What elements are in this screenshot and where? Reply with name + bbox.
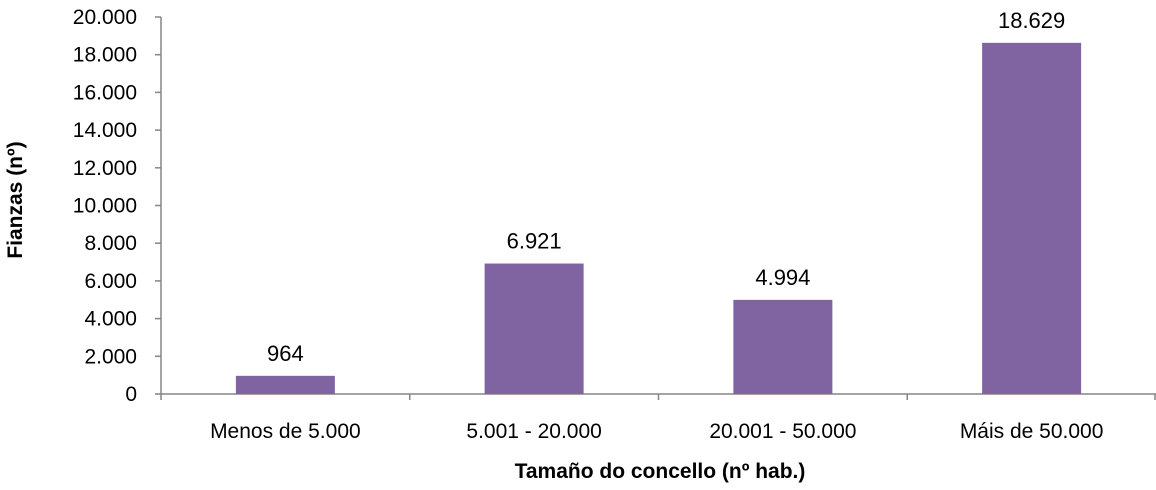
- data-labels: 964 6.921 4.994 18.629: [267, 8, 1065, 366]
- x-axis-title: Tamaño do concello (nº hab.): [515, 460, 806, 483]
- y-tick-label: 0: [125, 383, 137, 406]
- y-axis-title: Fianzas (nº): [4, 141, 27, 258]
- bar: [484, 263, 584, 394]
- bar-value-label: 6.921: [507, 229, 562, 254]
- y-tick-label: 14.000: [73, 119, 137, 142]
- y-tick-label: 12.000: [73, 157, 137, 180]
- bar-value-label: 4.994: [755, 265, 810, 290]
- bar: [235, 375, 335, 394]
- y-tick-label: 6.000: [84, 270, 137, 293]
- y-tick-label: 20.000: [73, 6, 137, 29]
- x-axis: Menos de 5.000 5.001 - 20.000 20.001 - 50.…: [160, 393, 1156, 443]
- bar: [982, 42, 1082, 394]
- bar: [733, 299, 833, 394]
- bar-value-label: 964: [267, 341, 304, 366]
- x-category-label: Menos de 5.000: [210, 420, 361, 443]
- x-category-label: Máis de 50.000: [960, 420, 1104, 443]
- y-axis: 0 2.000 4.000 6.000 8.000 10.000 12.000 14.000 1…: [73, 6, 162, 406]
- y-tick-label: 8.000: [84, 232, 137, 255]
- x-category-label: 20.001 - 50.000: [709, 420, 856, 443]
- y-tick-label: 16.000: [73, 81, 137, 104]
- y-tick-label: 18.000: [73, 44, 137, 67]
- y-tick-label: 2.000: [84, 345, 137, 368]
- y-tick-label: 4.000: [84, 308, 137, 331]
- bar-value-label: 18.629: [998, 8, 1065, 33]
- y-tick-label: 10.000: [73, 195, 137, 218]
- bars: [235, 42, 1082, 394]
- x-category-label: 5.001 - 20.000: [466, 420, 601, 443]
